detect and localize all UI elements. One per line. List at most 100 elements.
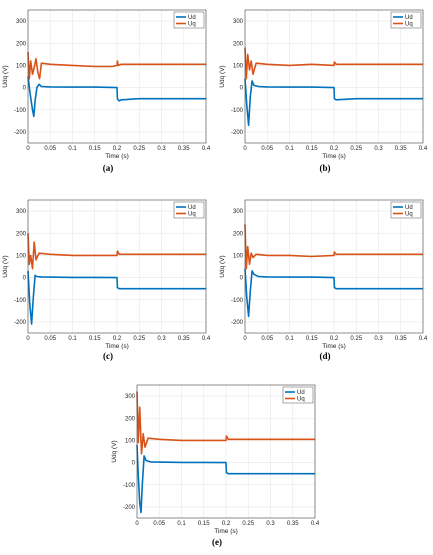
legend-label-ud: Ud — [297, 390, 305, 396]
x-tick-label: 0.4 — [311, 521, 320, 527]
series-line-uq — [136, 391, 315, 455]
y-tick-label: 200 — [16, 41, 27, 47]
y-tick-label: 0 — [240, 276, 244, 282]
y-tick-label: -200 — [123, 505, 136, 511]
y-tick-label: -100 — [123, 483, 136, 489]
y-tick-label: -200 — [231, 130, 244, 136]
legend-label-ud: Ud — [188, 15, 196, 21]
legend-label-uq: Uq — [405, 22, 413, 28]
x-tick-label: 0.4 — [419, 146, 428, 152]
y-tick-label: 0 — [240, 86, 244, 92]
y-tick-label: 200 — [16, 231, 27, 237]
chart-svg-d: 0 0.05 0.1 0.15 0.2 0.25 0.3 0.35 0.4 -200 -100 0 10… — [219, 199, 428, 350]
chart-panel-c: 0 0.05 0.1 0.15 0.2 0.25 0.3 0.35 0.4 -200 -100 0 10… — [0, 190, 216, 370]
x-tick-label: 0.4 — [202, 336, 211, 342]
x-tick-label: 0 — [26, 336, 30, 342]
chart-svg-c: 0 0.05 0.1 0.15 0.2 0.25 0.3 0.35 0.4 -200 -100 0 10… — [2, 199, 211, 350]
series-line-ud — [244, 78, 423, 127]
y-tick-label: 0 — [23, 276, 27, 282]
y-tick-label: -200 — [14, 320, 27, 326]
x-tick-label: 0.25 — [242, 521, 254, 527]
x-axis-label: Time (s) — [105, 343, 129, 350]
y-tick-label: 300 — [233, 19, 244, 25]
y-axis-label: Udq (V) — [111, 440, 118, 462]
x-tick-label: 0 — [243, 336, 247, 342]
x-tick-label: 0.35 — [178, 146, 190, 152]
x-tick-label: 0.2 — [330, 336, 339, 342]
x-tick-label: 0.35 — [287, 521, 299, 527]
panel-label-c: (c) — [103, 351, 113, 361]
x-tick-label: 0.4 — [202, 146, 211, 152]
legend-label-uq: Uq — [405, 212, 413, 218]
y-tick-label: 200 — [125, 416, 136, 422]
x-tick-label: 0.2 — [113, 336, 122, 342]
x-tick-label: 0.3 — [266, 521, 275, 527]
x-axis-label: Time (s) — [105, 153, 129, 160]
series-line-uq — [27, 233, 206, 270]
panel-label-e: (e) — [212, 537, 222, 547]
y-tick-label: 300 — [16, 19, 27, 25]
x-tick-label: 0.35 — [178, 336, 190, 342]
x-tick-label: 0.25 — [133, 146, 145, 152]
x-tick-label: 0 — [26, 146, 30, 152]
y-tick-label: -100 — [14, 108, 27, 114]
series-line-ud — [27, 270, 206, 325]
x-tick-label: 0.3 — [374, 336, 383, 342]
series-line-ud — [27, 76, 206, 118]
x-tick-label: 0.05 — [261, 146, 273, 152]
x-axis-label: Time (s) — [322, 343, 346, 350]
chart-panel-e: 0 0.05 0.1 0.15 0.2 0.25 0.3 0.35 0.4 -200 -100 0 10… — [109, 375, 325, 555]
y-tick-label: -200 — [231, 320, 244, 326]
series-line-uq — [244, 224, 423, 270]
x-tick-label: 0.1 — [285, 146, 294, 152]
legend-label-uq: Uq — [297, 397, 305, 403]
x-tick-label: 0.15 — [306, 336, 318, 342]
series-line-uq — [244, 47, 423, 80]
y-axis-label: Udq (V) — [2, 65, 9, 87]
x-tick-label: 0 — [243, 146, 247, 152]
y-tick-label: 100 — [233, 253, 244, 259]
axes-box — [244, 9, 424, 144]
series-line-uq — [27, 52, 206, 80]
x-tick-label: 0.1 — [68, 146, 77, 152]
x-tick-label: 0.3 — [157, 146, 166, 152]
series-line-ud — [244, 268, 423, 318]
axes-box — [244, 199, 424, 334]
x-tick-label: 0.25 — [350, 146, 362, 152]
y-axis-label: Udq (V) — [2, 255, 9, 277]
y-tick-label: -100 — [14, 298, 27, 304]
x-axis-label: Time (s) — [214, 528, 238, 535]
chart-panel-a: 0 0.05 0.1 0.15 0.2 0.25 0.3 0.35 0.4 -200 -100 0 10… — [0, 0, 216, 180]
chart-svg-e: 0 0.05 0.1 0.15 0.2 0.25 0.3 0.35 0.4 -200 -100 0 10… — [111, 384, 320, 535]
y-tick-label: 300 — [16, 209, 27, 215]
x-tick-label: 0.15 — [89, 146, 101, 152]
legend-label-ud: Ud — [405, 205, 413, 211]
y-tick-label: -200 — [14, 130, 27, 136]
x-tick-label: 0.15 — [306, 146, 318, 152]
y-tick-label: 0 — [23, 86, 27, 92]
axes-box — [136, 384, 316, 519]
x-tick-label: 0.2 — [330, 146, 339, 152]
y-tick-label: 100 — [16, 63, 27, 69]
x-tick-label: 0.1 — [68, 336, 77, 342]
x-tick-label: 0.25 — [133, 336, 145, 342]
x-tick-label: 0.15 — [89, 336, 101, 342]
series-line-ud — [136, 444, 315, 514]
x-tick-label: 0.3 — [157, 336, 166, 342]
y-tick-label: -100 — [231, 108, 244, 114]
y-tick-label: 100 — [125, 438, 136, 444]
panel-label-a: (a) — [102, 163, 114, 173]
x-axis-label: Time (s) — [322, 153, 346, 160]
legend-label-uq: Uq — [188, 22, 196, 28]
x-tick-label: 0.3 — [374, 146, 383, 152]
y-tick-label: -100 — [231, 298, 244, 304]
panel-label-d: (d) — [319, 351, 331, 361]
y-axis-label: Udq (V) — [219, 65, 226, 87]
x-tick-label: 0.15 — [198, 521, 210, 527]
x-tick-label: 0.05 — [44, 336, 56, 342]
y-tick-label: 300 — [233, 209, 244, 215]
x-tick-label: 0.05 — [44, 146, 56, 152]
y-tick-label: 100 — [233, 63, 244, 69]
y-axis-label: Udq (V) — [219, 255, 226, 277]
chart-svg-b: 0 0.05 0.1 0.15 0.2 0.25 0.3 0.35 0.4 -200 -100 0 10… — [219, 9, 428, 160]
